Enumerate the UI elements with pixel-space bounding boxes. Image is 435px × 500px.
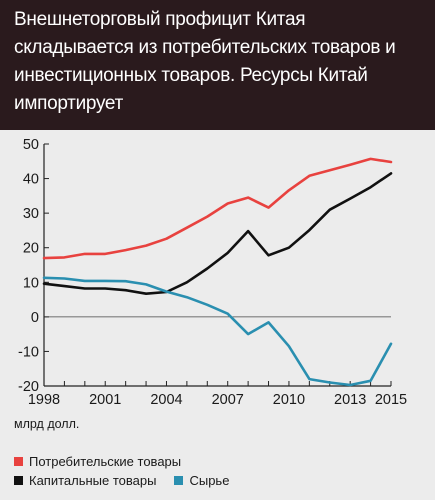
- y-tick-label: 40: [23, 172, 39, 188]
- x-tick-label: 2007: [212, 392, 244, 408]
- title-box: Внешнеторговый профицит Китая складывает…: [0, 0, 435, 130]
- legend-row-2: Капитальные товары Сырье: [14, 471, 429, 490]
- legend-item-capital: Капитальные товары: [14, 473, 156, 488]
- raw-materials-line: [42, 276, 393, 387]
- legend-label-raw: Сырье: [189, 473, 230, 488]
- legend-label-capital: Капитальные товары: [29, 473, 157, 488]
- legend-row-1: Потребительские товары: [14, 452, 429, 471]
- y-tick-label: 50: [23, 137, 39, 153]
- consumer-goods-line: [42, 157, 393, 260]
- x-tick-label: 2015: [375, 392, 407, 408]
- x-tick-label: 2001: [89, 392, 121, 408]
- y-tick-label: 30: [23, 206, 39, 222]
- y-tick-label: -10: [18, 344, 39, 360]
- legend-swatch-consumer: [14, 457, 23, 466]
- legend-swatch-capital: [14, 476, 23, 485]
- x-tick-label: 2010: [273, 392, 305, 408]
- y-tick-label: 20: [23, 241, 39, 257]
- unit-label: млрд долл.: [14, 417, 79, 431]
- capital-goods-line: [42, 172, 393, 295]
- x-tick-label: 1998: [28, 392, 60, 408]
- y-tick-label: 10: [23, 275, 39, 291]
- legend-swatch-raw: [174, 476, 184, 485]
- legend-item-raw: Сырье: [174, 473, 229, 488]
- legend-label-consumer: Потребительские товары: [29, 454, 182, 469]
- chart-title: Внешнеторговый профицит Китая складывает…: [14, 9, 396, 114]
- y-tick-label: 0: [31, 310, 39, 326]
- legend-item-consumer: Потребительские товары: [14, 454, 181, 469]
- x-tick-label: 2013: [334, 392, 366, 408]
- y-tick-label: -20: [18, 379, 39, 395]
- x-tick-label: 2004: [150, 392, 182, 408]
- legend: Потребительские товары Капитальные товар…: [14, 452, 429, 490]
